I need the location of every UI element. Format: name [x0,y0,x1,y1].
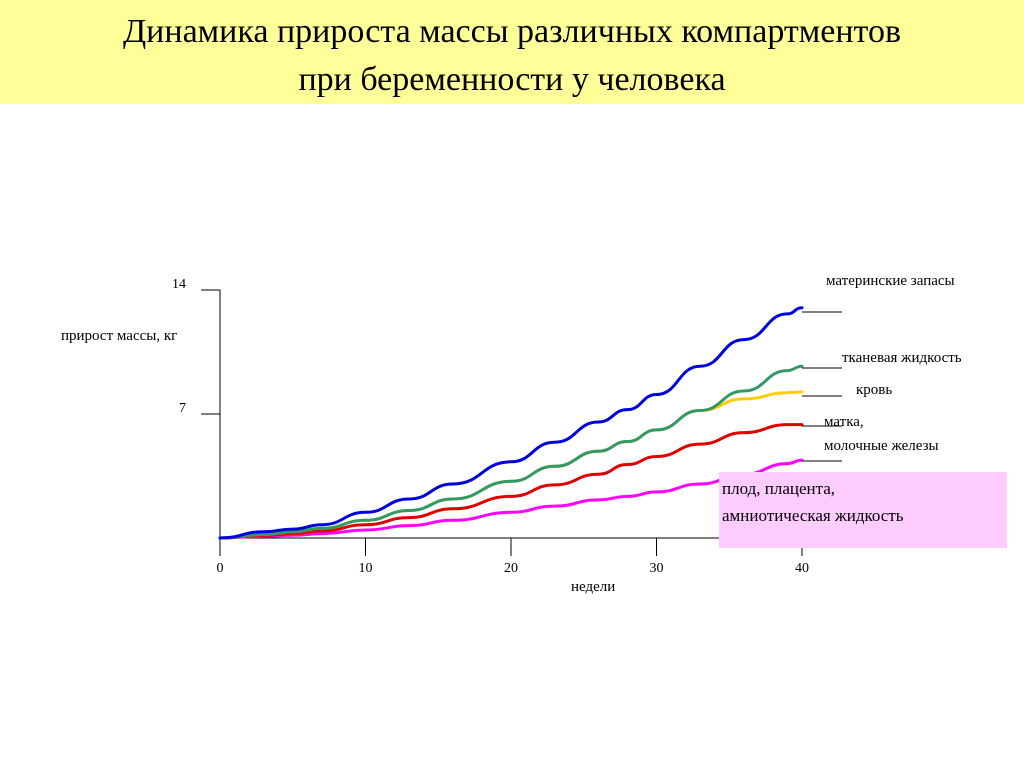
series-label: матка, [824,414,864,430]
series-lines [218,306,804,540]
series-line-1 [218,423,804,540]
series-labels: матка, молочные железы кровь тканевая жидко… [802,273,962,462]
x-tick-label: 30 [650,561,664,576]
series-line-4 [218,306,804,540]
page-title-line-1: Динамика прироста массы различных компар… [122,13,901,50]
fetus-label-box [719,472,1007,548]
series-label: молочные железы [824,438,939,454]
title-banner [0,0,1024,104]
series-label: материнские запасы [826,273,955,289]
x-tick-label: 20 [504,561,518,576]
series-label: тканевая жидкость [842,350,962,366]
y-tick-label: 7 [179,401,186,416]
series-label: кровь [856,382,892,398]
fetus-label-line-1: плод, плацента, [722,479,836,498]
y-axis-label: прирост массы, кг [61,328,177,344]
x-tick-label: 10 [359,561,373,576]
y-tick-label: 14 [172,277,186,292]
x-tick-label: 40 [795,561,809,576]
series-line-2 [218,390,804,540]
y-ticks: 7 14 [172,277,220,416]
x-axis-label: недели [571,579,615,595]
x-tick-label: 0 [217,561,224,576]
fetus-label-line-2: амниотическая жидкость [722,506,904,525]
series-line-3 [218,364,804,540]
page-title-line-2: при беременности у человека [298,61,726,98]
